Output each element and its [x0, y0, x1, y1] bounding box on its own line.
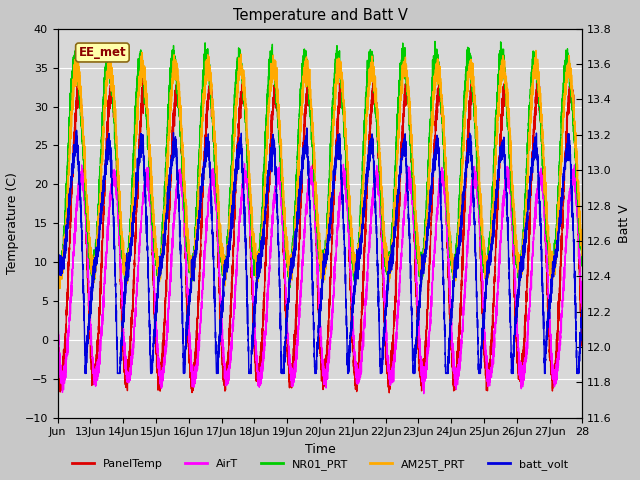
Y-axis label: Temperature (C): Temperature (C) — [6, 172, 19, 274]
Legend: PanelTemp, AirT, NR01_PRT, AM25T_PRT, batt_volt: PanelTemp, AirT, NR01_PRT, AM25T_PRT, ba… — [68, 455, 572, 474]
Text: EE_met: EE_met — [79, 46, 126, 59]
Title: Temperature and Batt V: Temperature and Batt V — [232, 9, 408, 24]
X-axis label: Time: Time — [305, 443, 335, 456]
Y-axis label: Batt V: Batt V — [618, 204, 630, 242]
